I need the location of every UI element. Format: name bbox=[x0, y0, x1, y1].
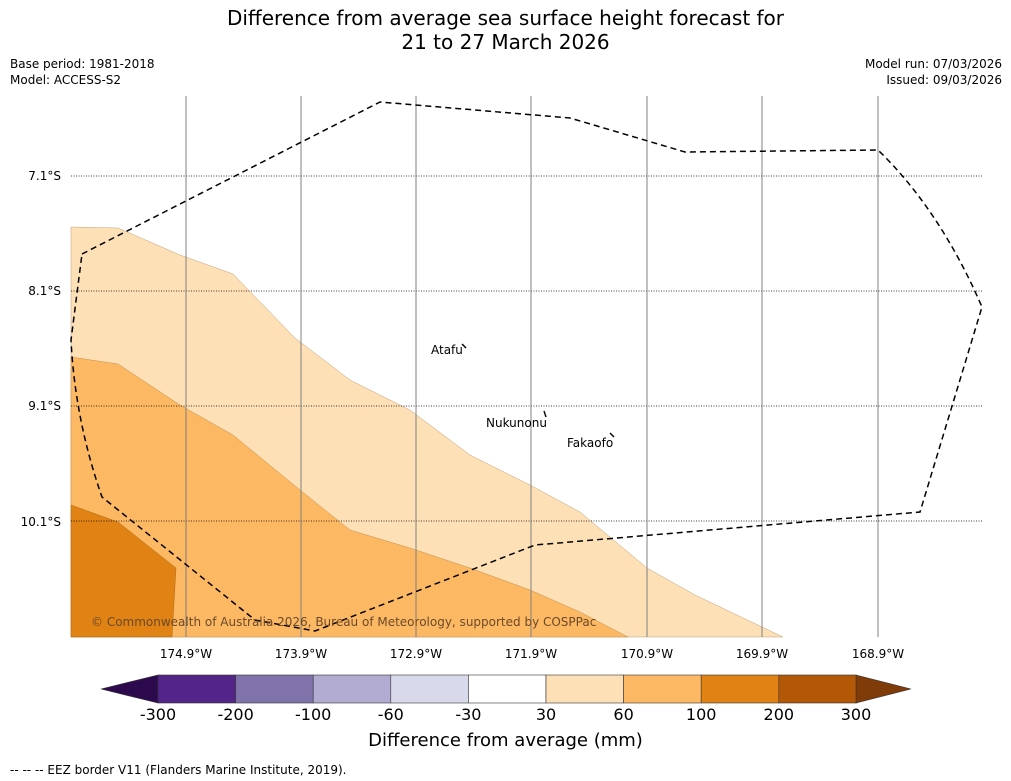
colorbar-tick: -60 bbox=[377, 705, 404, 724]
colorbar-extend-low bbox=[100, 674, 159, 704]
colorbar-segment bbox=[390, 674, 469, 704]
colorbar-segment bbox=[700, 674, 780, 704]
lon-label: 169.9°W bbox=[736, 647, 788, 661]
map-title: Difference from average sea surface heig… bbox=[0, 6, 1011, 54]
meta-right: Model run: 07/03/2026 Issued: 09/03/2026 bbox=[865, 56, 1002, 88]
atafu-island-mark bbox=[461, 343, 467, 349]
lon-label: 171.9°W bbox=[505, 647, 557, 661]
colorbar-tick: 100 bbox=[685, 705, 717, 724]
eez-border bbox=[70, 101, 983, 632]
eez-legend-footer: -- -- -- EEZ border V11 (Flanders Marine… bbox=[10, 763, 347, 777]
meta-left: Base period: 1981-2018 Model: ACCESS-S2 bbox=[10, 56, 155, 88]
colorbar-segment bbox=[778, 674, 857, 704]
lat-labels: 7.1°S 8.1°S 9.1°S 10.1°S bbox=[21, 169, 61, 529]
lat-label: 10.1°S bbox=[21, 515, 61, 529]
colorbar-tick: -300 bbox=[139, 705, 177, 724]
colorbar-segment bbox=[468, 674, 547, 704]
colorbar-tick: 200 bbox=[763, 705, 795, 724]
lat-gridlines bbox=[71, 175, 982, 522]
colorbar-tick: -200 bbox=[217, 705, 254, 724]
contour-60-100 bbox=[70, 356, 629, 638]
colorbar-segment bbox=[545, 674, 624, 704]
colorbar-extend-high bbox=[855, 674, 912, 704]
colorbar-segment bbox=[157, 674, 236, 704]
colorbar-tick: -100 bbox=[295, 705, 332, 724]
lon-label: 168.9°W bbox=[852, 647, 904, 661]
lon-labels: 174.9°W 173.9°W 172.9°W 171.9°W 170.9°W … bbox=[160, 647, 904, 661]
nukunonu-island-mark bbox=[543, 410, 547, 418]
colorbar bbox=[100, 674, 912, 704]
copyright-text: © Commonwealth of Australia 2026, Bureau… bbox=[91, 615, 596, 629]
lat-label: 7.1°S bbox=[28, 169, 61, 183]
place-fakaofo: Fakaofo bbox=[567, 436, 613, 450]
model-name: Model: ACCESS-S2 bbox=[10, 73, 122, 87]
lon-label: 172.9°W bbox=[390, 647, 442, 661]
colorbar-segment bbox=[235, 674, 314, 704]
atoll-marks bbox=[461, 343, 615, 438]
colorbar-tick: -30 bbox=[455, 705, 482, 724]
place-atafu: Atafu bbox=[431, 343, 463, 357]
colorbar-tick: 60 bbox=[613, 705, 634, 724]
colorbar-tick: 300 bbox=[840, 705, 872, 724]
contour-100-200 bbox=[70, 504, 177, 638]
lon-label: 170.9°W bbox=[621, 647, 673, 661]
base-period: Base period: 1981-2018 bbox=[10, 57, 155, 71]
colorbar-tick: 30 bbox=[535, 705, 557, 724]
lon-gridlines bbox=[185, 96, 879, 637]
fakaofo-island-mark bbox=[609, 432, 615, 438]
colorbar-segment bbox=[623, 674, 702, 704]
lat-label: 8.1°S bbox=[28, 284, 61, 298]
title-line-2: 21 to 27 March 2026 bbox=[401, 30, 610, 54]
title-line-1: Difference from average sea surface heig… bbox=[226, 6, 785, 30]
colorbar-segment bbox=[312, 674, 392, 704]
colorbar-label: Difference from average (mm) bbox=[368, 730, 643, 751]
issued-date: Issued: 09/03/2026 bbox=[886, 73, 1002, 87]
lat-label: 9.1°S bbox=[28, 399, 61, 413]
place-nukunonu: Nukunonu bbox=[486, 416, 547, 430]
lon-label: 174.9°W bbox=[160, 647, 212, 661]
lon-label: 173.9°W bbox=[275, 647, 327, 661]
model-run: Model run: 07/03/2026 bbox=[864, 57, 1002, 71]
